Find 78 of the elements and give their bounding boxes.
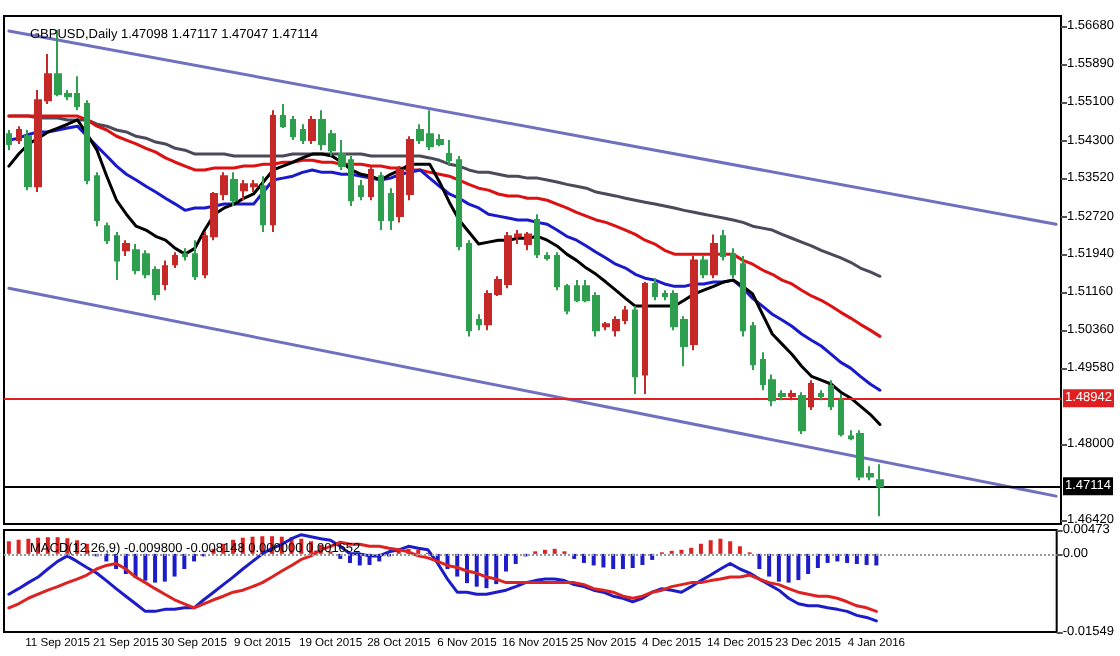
candlestick [466,239,472,338]
candlestick [122,239,130,258]
candlestick [446,139,452,168]
candlestick [6,129,12,152]
candlestick [818,389,824,402]
bar [630,553,635,568]
bar [689,547,694,554]
bar [611,553,616,569]
bar [640,553,645,565]
candlestick [564,282,570,316]
bar [698,543,703,554]
bar [16,539,21,554]
bar [172,553,177,577]
candlestick [808,379,814,411]
bar [737,546,742,554]
candlestick [534,213,540,259]
bar [26,538,31,554]
candlestick [750,320,756,372]
bar [552,548,557,554]
candlestick [476,313,482,332]
candlestick [798,391,806,436]
bar [143,553,148,581]
bar [854,553,859,564]
line-series [7,114,882,338]
bar [182,553,187,569]
candlestick [828,379,834,411]
candlestick [690,255,698,352]
bar [708,540,713,554]
candlestick [720,229,726,262]
candlestick [104,221,110,246]
candlestick [368,165,374,202]
candlestick [300,123,306,145]
candlestick [388,187,394,232]
candlestick [456,154,462,252]
candlestick [308,115,316,145]
candlestick [16,125,22,145]
candlestick [24,129,32,192]
candlestick [700,255,708,280]
bar [806,553,811,575]
candlestick [230,171,238,208]
candlestick [788,389,796,402]
candlestick [710,233,718,280]
candlestick [192,239,198,282]
candlestick [632,305,638,396]
bar [786,553,791,583]
candlestick [94,171,100,228]
candlestick [162,259,168,292]
candlestick [290,115,296,142]
bar [757,553,762,569]
bar [796,553,801,581]
bar [162,553,167,582]
candlestick [730,247,736,280]
candlestick [642,281,648,396]
bar [503,553,508,572]
candlestick [84,99,90,186]
candlestick [358,179,364,202]
candlestick [172,251,178,270]
candlestick [260,175,266,233]
candlestick [652,277,658,302]
candlestick [838,393,844,438]
bar [776,553,781,582]
bar [718,538,723,554]
candlestick [182,247,188,262]
bar [620,553,625,569]
candlestick [280,103,286,130]
candlestick [876,463,884,518]
bar [513,553,518,564]
candlestick [378,171,384,232]
bar [767,553,772,577]
bar [728,541,733,554]
bar [815,553,820,568]
bar [864,553,869,565]
candlestick [270,109,276,233]
bar [153,553,158,583]
candlestick [114,231,120,282]
candlestick [740,255,746,338]
candlestick [554,251,560,292]
candlestick [544,251,550,262]
